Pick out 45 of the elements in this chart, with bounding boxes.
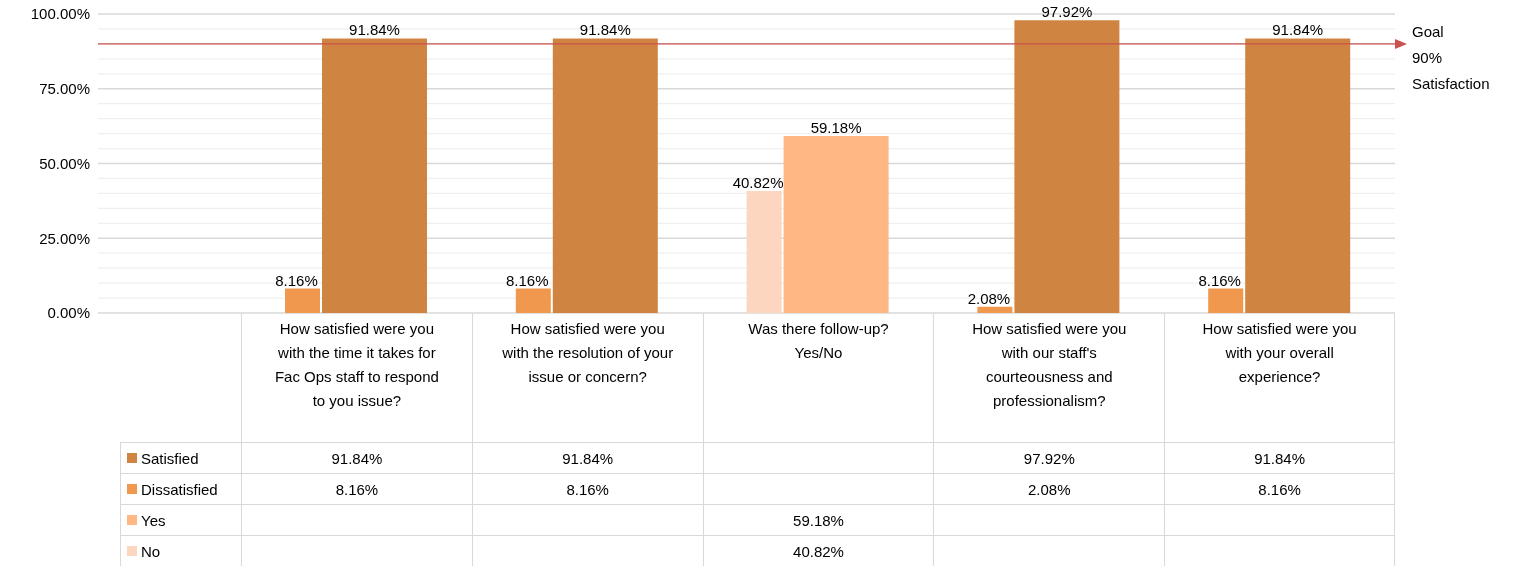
- bar: [783, 136, 889, 313]
- x-tick-label: How satisfied were you with the time it takes for Fac Ops staff to respond to you issue?: [273, 319, 440, 411]
- data-label: 59.18%: [810, 119, 862, 137]
- data-label: 40.82%: [732, 173, 784, 191]
- text: 91.84%: [1272, 21, 1324, 39]
- data-label: 97.92%: [933, 442, 1165, 473]
- data-label: 91.84%: [471, 442, 703, 473]
- text: 8.16%: [275, 271, 318, 289]
- text: 40.82%: [793, 542, 844, 560]
- data-label: 8.16%: [471, 473, 703, 504]
- y-tick-label: 100.00%: [30, 5, 90, 23]
- bar: [746, 190, 782, 313]
- x-tick-label: How satisfied were you with our staff's courteousness and professionalism?: [971, 319, 1128, 411]
- text: 91.84%: [579, 21, 631, 39]
- bar: [1014, 20, 1120, 313]
- bar: [552, 38, 658, 313]
- x-tick-label: Was there follow-up? Yes/No: [747, 319, 890, 363]
- legend-label: Yes: [141, 511, 166, 529]
- data-label: 8.16%: [241, 473, 472, 504]
- data-label: 2.08%: [933, 473, 1165, 504]
- text: 97.92%: [1041, 3, 1093, 21]
- bar: [322, 38, 427, 313]
- bar: [515, 288, 551, 313]
- x-tick-label: How satisfied were you with your overall experience?: [1201, 319, 1358, 387]
- text: 2.08%: [967, 289, 1011, 307]
- data-label: 91.84%: [1164, 442, 1395, 473]
- text: 91.84%: [349, 21, 400, 39]
- y-tick-label: 75.00%: [39, 80, 90, 98]
- text: 59.18%: [793, 511, 844, 529]
- legend-label: No: [141, 542, 161, 560]
- y-tick-label: 50.00%: [39, 154, 90, 172]
- y-tick-label: 25.00%: [39, 229, 90, 247]
- legend-label: Satisfied: [141, 449, 199, 467]
- y-tick-label: 0.00%: [47, 304, 90, 322]
- data-label: 8.16%: [1164, 473, 1395, 504]
- x-tick-label: How satisfied were you with the resolution of your issue or concern?: [501, 319, 674, 387]
- bar: [977, 306, 1013, 313]
- bar: [1245, 38, 1351, 313]
- text: 8.16%: [1198, 271, 1241, 289]
- data-label: 91.84%: [241, 442, 472, 473]
- text: 8.16%: [506, 271, 549, 289]
- ref-line-label: Goal 90% Satisfaction: [1412, 22, 1490, 92]
- bar: [285, 288, 320, 313]
- legend-label: Dissatisfied: [141, 480, 218, 498]
- bar: [1208, 288, 1244, 313]
